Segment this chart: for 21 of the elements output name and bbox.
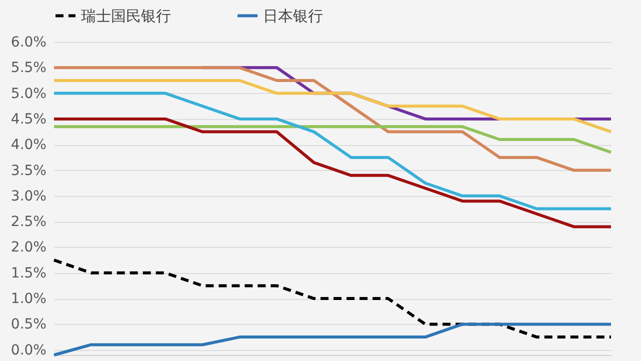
y-tick-label: 5.0% bbox=[10, 86, 46, 102]
y-tick-label: 6.0% bbox=[10, 34, 46, 50]
y-tick-label: 0.5% bbox=[10, 316, 46, 333]
y-tick-label: 1.0% bbox=[10, 291, 46, 308]
line-series bbox=[52, 258, 612, 339]
legend-label: 瑞士国民银行 bbox=[81, 6, 171, 25]
line-series bbox=[52, 92, 612, 210]
line-series bbox=[52, 78, 612, 134]
y-tick-label: 2.5% bbox=[10, 214, 46, 230]
y-tick-label: 3.0% bbox=[10, 188, 46, 204]
line-series bbox=[52, 117, 612, 228]
y-tick-label: 5.5% bbox=[10, 60, 46, 76]
y-tick-label: 1.5% bbox=[10, 265, 46, 282]
y-tick-label: 2.0% bbox=[10, 240, 46, 256]
y-tick-label: 4.0% bbox=[10, 137, 46, 154]
y-tick-label: 4.5% bbox=[10, 111, 46, 128]
y-tick-label: 0.0% bbox=[10, 342, 46, 358]
line-series bbox=[52, 322, 612, 356]
y-tick-label: 3.5% bbox=[10, 162, 46, 179]
legend-label: 日本银行 bbox=[263, 6, 323, 25]
line-series bbox=[52, 66, 612, 172]
